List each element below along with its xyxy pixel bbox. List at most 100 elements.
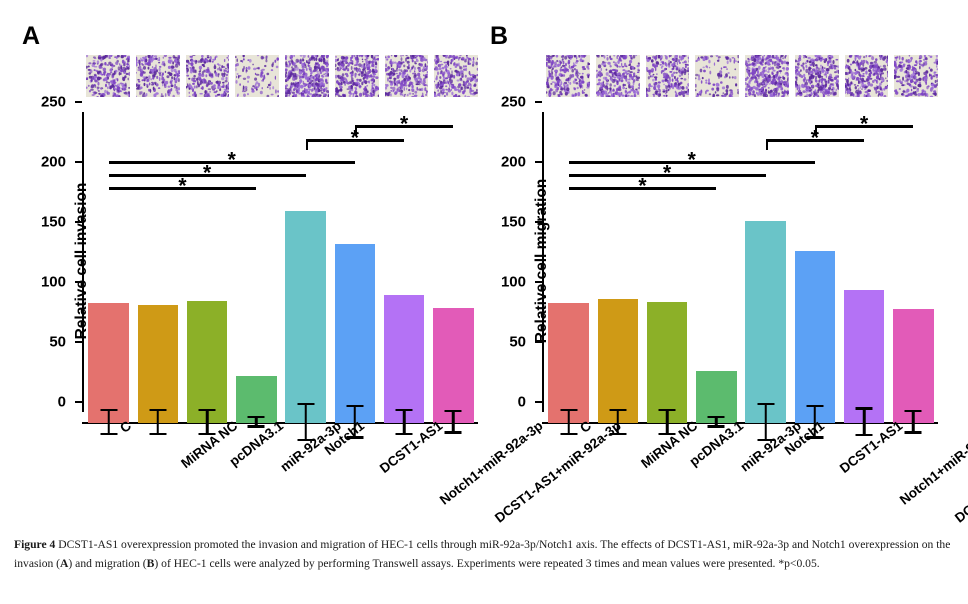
x-axis-line-b — [542, 422, 938, 424]
y-tick: 50 — [509, 334, 542, 351]
y-tick-label: 250 — [40, 93, 66, 111]
y-tick: 250 — [501, 94, 542, 111]
y-tick-label: 150 — [500, 213, 526, 231]
error-cap-upper — [198, 408, 216, 411]
y-tick-label: 0 — [517, 393, 526, 411]
figure-caption: Figure 4 DCST1-AS1 overexpression promot… — [14, 538, 951, 570]
y-tick-label: 50 — [49, 333, 66, 351]
y-tick: 50 — [49, 334, 82, 351]
error-cap-lower — [904, 431, 922, 434]
error-cap-upper — [904, 409, 922, 413]
error-cap-lower — [560, 432, 578, 435]
y-tick-label: 150 — [40, 213, 66, 231]
bar — [383, 294, 425, 435]
migration-panel: B Relative cell migration 05010015020025… — [484, 0, 968, 530]
x-tick-label: C — [576, 418, 594, 436]
y-tick: 0 — [58, 394, 82, 411]
y-tick-label: 0 — [57, 393, 66, 411]
bar — [696, 371, 737, 428]
y-tick: 100 — [501, 274, 542, 291]
bar — [745, 221, 786, 441]
y-axis-line-b — [542, 112, 544, 412]
bar — [137, 305, 179, 435]
bar — [893, 309, 934, 434]
bar-group-b — [544, 123, 938, 441]
bar — [88, 303, 129, 435]
error-bar — [715, 418, 718, 428]
bar-slot — [692, 123, 741, 428]
x-tick-labels-b: C MiRNA NC pcDNA3.1 miR-92a-3p Notch1 DCST1-A… — [542, 414, 968, 530]
micrograph-strip-a — [86, 55, 478, 97]
error-bar — [665, 411, 669, 435]
bar — [646, 301, 688, 435]
y-tick: 200 — [501, 154, 542, 171]
error-cap-upper — [609, 408, 627, 411]
bar — [597, 299, 639, 435]
error-cap-lower — [100, 432, 118, 435]
error-bar — [813, 407, 817, 439]
y-tick: 150 — [501, 214, 542, 231]
bar — [236, 376, 277, 428]
panel-label-a: A — [22, 22, 41, 50]
error-bar — [255, 418, 258, 428]
x-tick-label: DCST1-AS1 — [836, 418, 906, 477]
error-cap-lower — [297, 438, 315, 441]
bar-slot — [232, 123, 281, 428]
error-bar — [616, 411, 620, 435]
error-cap-lower — [609, 432, 627, 435]
y-tick: 250 — [41, 94, 82, 111]
x-axis-line-a — [82, 422, 478, 424]
micrograph-image — [794, 55, 839, 97]
bar-slot — [544, 123, 593, 435]
bar-slot — [281, 123, 330, 441]
y-tick: 150 — [41, 214, 82, 231]
error-bar — [107, 411, 110, 435]
micrograph-image — [334, 55, 379, 97]
micrograph-image — [434, 55, 478, 97]
error-cap-lower — [707, 425, 725, 428]
error-cap-upper — [806, 404, 824, 408]
y-tick-label: 200 — [40, 153, 66, 171]
micrograph-image — [844, 55, 889, 97]
error-bar — [353, 407, 357, 439]
micrograph-image — [384, 55, 429, 97]
error-cap-lower — [806, 436, 824, 439]
error-cap-upper — [855, 407, 873, 410]
error-cap-upper — [444, 409, 462, 413]
error-bar — [862, 409, 866, 437]
bar-slot — [84, 123, 133, 435]
bar-slot — [380, 123, 429, 435]
micrograph-image — [745, 55, 789, 97]
micrograph-image — [235, 55, 279, 97]
bar — [548, 303, 589, 435]
y-tick-label: 50 — [509, 333, 526, 351]
y-tick-label: 100 — [500, 273, 526, 291]
micrograph-image — [695, 55, 739, 97]
y-tick: 100 — [41, 274, 82, 291]
caption-figure-number: Figure 4 — [14, 538, 56, 551]
panel-label-b: B — [490, 22, 509, 50]
bar-slot — [183, 123, 232, 435]
bar-slot — [643, 123, 692, 435]
error-bar — [156, 411, 160, 435]
x-tick-label: Notch1+miR-92a-3p — [896, 418, 968, 508]
error-cap-upper — [560, 408, 578, 411]
micrograph-image — [546, 55, 590, 97]
bar-slot — [593, 123, 642, 435]
y-tick: 200 — [41, 154, 82, 171]
error-cap-upper — [658, 408, 676, 411]
error-bar — [764, 405, 767, 441]
error-cap-lower — [855, 433, 873, 437]
error-cap-upper — [297, 402, 315, 405]
bar-slot — [741, 123, 790, 441]
error-bar — [567, 411, 570, 435]
y-tick: 0 — [518, 394, 542, 411]
bar-slot — [790, 123, 839, 439]
error-cap-upper — [149, 408, 167, 411]
error-bar — [912, 412, 915, 434]
x-tick-label: DCST1-AS1 — [376, 418, 446, 477]
bar — [186, 300, 228, 435]
bar — [334, 244, 376, 439]
error-cap-upper — [247, 415, 265, 419]
x-tick-label: C — [116, 418, 134, 436]
